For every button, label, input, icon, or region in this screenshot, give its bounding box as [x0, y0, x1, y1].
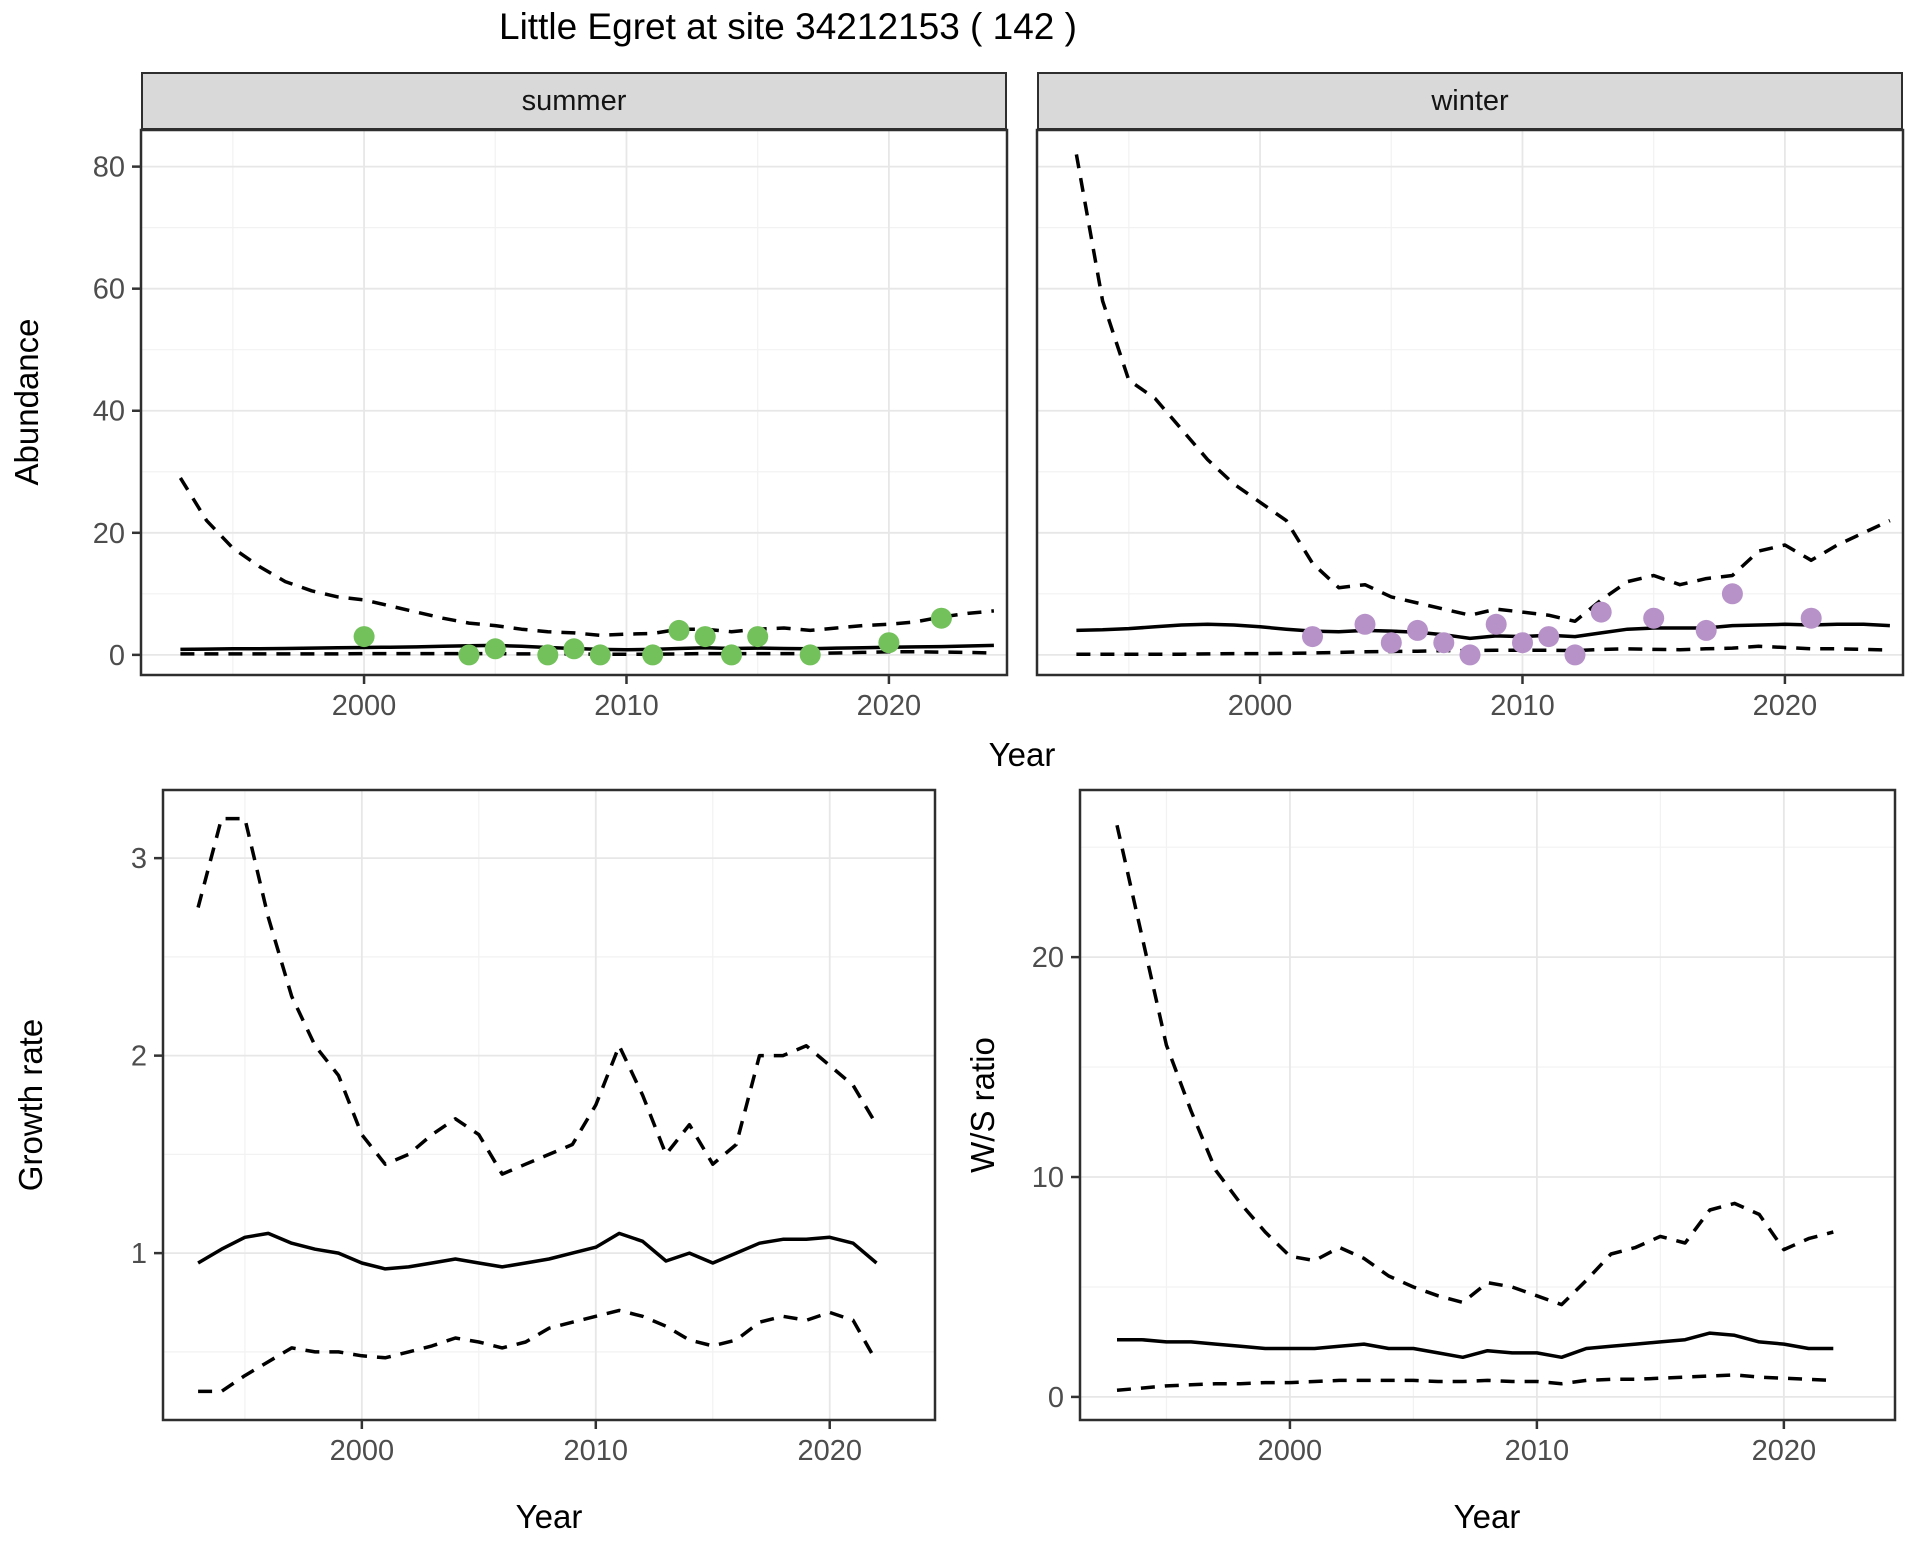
x-axis-title-year-top: Year — [989, 736, 1056, 773]
winter_abundance-panel-border — [1035, 128, 1905, 677]
summer_abundance-observation-point — [537, 644, 559, 666]
summer_abundance-observation-point — [589, 644, 611, 666]
ws_ratio-upper_ci-line — [1115, 824, 1834, 1307]
plot-title: Little Egret at site 34212153 ( 142 ) — [499, 6, 1077, 47]
winter_abundance-fit-line — [1076, 622, 1890, 641]
x-axis-title-year-ws: Year — [1454, 1498, 1521, 1535]
winter_abundance-observation-point — [1433, 632, 1455, 654]
growth_rate-panel-background — [163, 790, 935, 1420]
x-tick-label: 2000 — [330, 1435, 395, 1467]
winter_abundance-lower_ci-line — [1076, 644, 1890, 656]
winter_abundance-observation-point — [1643, 607, 1665, 629]
y-tick-label: 1 — [131, 1238, 147, 1270]
facet-strip-summer-label: summer — [521, 84, 627, 117]
ws_ratio-fit-line — [1117, 1331, 1834, 1360]
winter_abundance-observation-point — [1354, 613, 1376, 635]
x-tick-label: 2000 — [332, 690, 397, 722]
summer_abundance-observation-point — [668, 619, 690, 641]
growth_rate-panel-border — [161, 788, 937, 1422]
x-tick-label: 2000 — [1228, 690, 1293, 722]
winter_abundance-observation-point — [1512, 632, 1533, 654]
ws_ratio-panel-background — [1080, 790, 1895, 1420]
y-tick-label: 10 — [1032, 1162, 1064, 1194]
x-tick-label: 2000 — [1258, 1435, 1323, 1467]
winter_abundance-observation-point — [1695, 619, 1717, 641]
summer_abundance-panel-border — [139, 128, 1009, 677]
y-tick-label: 0 — [1048, 1382, 1064, 1414]
winter_abundance-panel-background — [1037, 130, 1903, 675]
winter_abundance-observation-point — [1302, 626, 1323, 648]
winter_abundance-upper_ci-line — [1074, 154, 1891, 624]
summer_abundance-observation-point — [799, 644, 821, 666]
x-tick-label: 2020 — [1752, 1435, 1817, 1467]
summer_abundance-fit-line — [180, 643, 994, 652]
growth_rate-lower_ci-line — [198, 1308, 879, 1394]
summer_abundance-observation-point — [353, 626, 375, 648]
summer_abundance-observation-point — [721, 644, 742, 666]
facet-strip-winter: winter — [1037, 72, 1903, 130]
x-tick-label: 2010 — [594, 690, 659, 722]
y-tick-label: 3 — [131, 843, 147, 875]
summer_abundance-observation-point — [484, 638, 506, 660]
x-tick-label: 2010 — [1505, 1435, 1570, 1467]
summer_abundance-observation-point — [642, 644, 664, 666]
x-tick-label: 2020 — [857, 690, 922, 722]
summer_abundance-observation-point — [878, 632, 900, 654]
y-axis-title-ws-ratio: W/S ratio — [964, 1037, 1001, 1173]
growth_rate-upper_ci-line — [196, 816, 879, 1176]
summer_abundance-panel-background — [141, 130, 1007, 675]
y-tick-label: 60 — [93, 274, 125, 306]
summer_abundance-observation-point — [458, 644, 480, 666]
winter_abundance-observation-point — [1721, 583, 1743, 605]
x-axis-title-year-growth: Year — [516, 1498, 583, 1535]
ws_ratio-panel-border — [1078, 788, 1897, 1422]
winter_abundance-observation-point — [1538, 626, 1560, 648]
growth_rate-fit-line — [197, 1231, 878, 1271]
facet-strip-summer: summer — [141, 72, 1007, 130]
x-tick-label: 2020 — [797, 1435, 862, 1467]
summer_abundance-lower_ci-line — [180, 650, 994, 656]
y-tick-label: 20 — [93, 518, 125, 550]
winter_abundance-observation-point — [1564, 644, 1586, 666]
y-tick-label: 20 — [1032, 942, 1064, 974]
winter_abundance-observation-point — [1485, 613, 1507, 635]
summer_abundance-observation-point — [694, 626, 716, 648]
x-tick-label: 2020 — [1753, 690, 1818, 722]
winter_abundance-observation-point — [1590, 601, 1612, 623]
y-axis-title-growth-rate: Growth rate — [12, 1019, 49, 1191]
winter_abundance-observation-point — [1800, 607, 1822, 629]
y-tick-label: 80 — [93, 152, 125, 184]
x-tick-label: 2010 — [1490, 690, 1555, 722]
winter_abundance-observation-point — [1459, 644, 1481, 666]
summer_abundance-observation-point — [747, 626, 769, 648]
winter_abundance-observation-point — [1380, 632, 1402, 654]
x-tick-label: 2010 — [564, 1435, 629, 1467]
y-tick-label: 40 — [93, 396, 125, 428]
summer_abundance-upper_ci-line — [178, 476, 995, 638]
y-axis-title-abundance: Abundance — [8, 319, 45, 486]
facet-strip-winter-label: winter — [1431, 84, 1509, 117]
y-tick-label: 2 — [131, 1041, 147, 1073]
summer_abundance-observation-point — [563, 638, 585, 660]
summer_abundance-observation-point — [930, 607, 952, 629]
winter_abundance-observation-point — [1407, 619, 1428, 641]
y-tick-label: 0 — [109, 640, 125, 672]
